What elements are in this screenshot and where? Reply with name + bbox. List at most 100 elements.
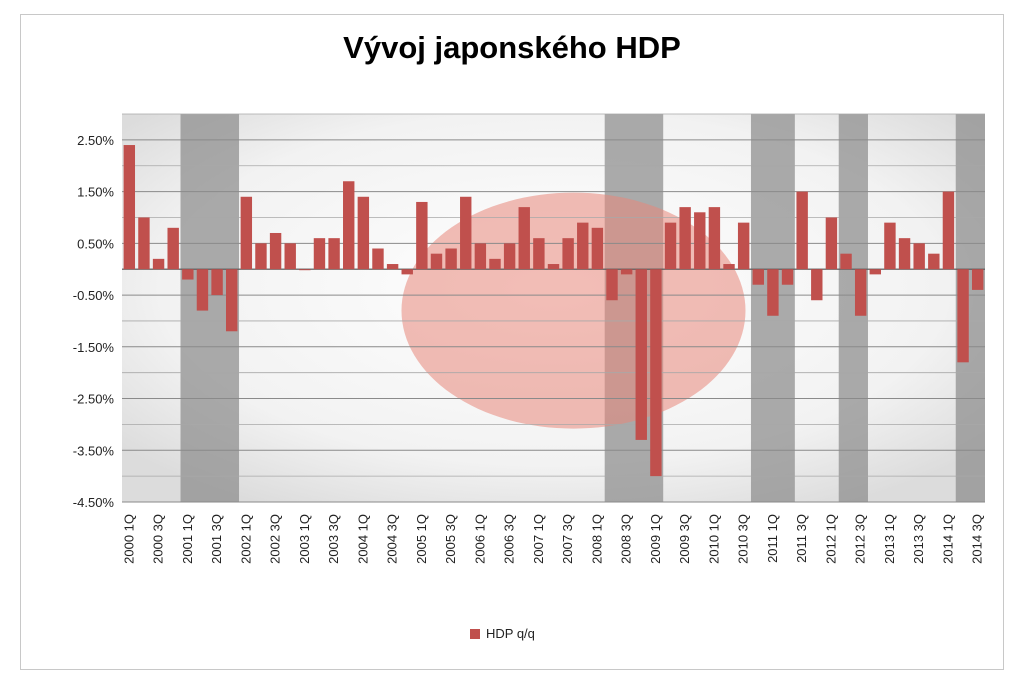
bar-2003-3Q — [328, 238, 340, 270]
bar-2013-4Q — [928, 253, 940, 270]
bar-2013-3Q — [913, 243, 925, 270]
bar-2001-3Q — [211, 269, 223, 296]
bar-2005-1Q — [416, 201, 428, 270]
x-tick-label: 2014 3Q — [970, 514, 985, 564]
legend: HDP q/q — [470, 626, 535, 641]
bar-2012-2Q — [840, 253, 852, 270]
x-tick-label: 2003 3Q — [326, 514, 341, 564]
bar-2010-2Q — [723, 264, 735, 270]
legend-swatch — [470, 628, 480, 639]
bar-2012-3Q — [854, 269, 867, 316]
x-tick-label: 2008 1Q — [589, 514, 604, 564]
x-tick-label: 2001 1Q — [180, 514, 195, 564]
x-tick-label: 2004 1Q — [355, 514, 370, 564]
x-tick-label: 2014 1Q — [940, 514, 955, 564]
bar-2002-4Q — [284, 243, 296, 270]
x-tick-label: 2008 3Q — [619, 514, 634, 564]
bar-2007-4Q — [577, 222, 589, 270]
bar-2003-1Q — [299, 269, 311, 271]
bar-2000-4Q — [167, 227, 179, 270]
bar-2001-2Q — [196, 269, 209, 311]
bar-2008-3Q — [620, 269, 633, 275]
bar-2006-2Q — [489, 258, 501, 270]
bar-2004-4Q — [401, 269, 413, 275]
bar-2012-1Q — [825, 217, 838, 270]
bar-2004-3Q — [386, 264, 399, 270]
bar-2012-4Q — [869, 269, 882, 275]
bar-2009-1Q — [650, 269, 662, 477]
x-axis-ticks: 2000 1Q 2000 3Q 2001 1Q 2001 3Q 2002 1Q 2002 … — [121, 514, 984, 564]
x-tick-label: 2005 1Q — [414, 514, 429, 564]
x-tick-label: 2003 1Q — [297, 514, 312, 564]
y-tick-label: 0.50% — [77, 236, 114, 251]
bar-2014-2Q — [957, 269, 969, 363]
legend-label: HDP q/q — [486, 626, 535, 641]
x-tick-label: 2013 1Q — [882, 514, 897, 564]
x-tick-label: 2009 3Q — [677, 514, 692, 564]
bar-2006-3Q — [503, 243, 516, 270]
x-tick-label: 2009 1Q — [648, 514, 663, 564]
x-tick-label: 2011 3Q — [794, 514, 809, 563]
bar-2000-3Q — [152, 258, 165, 270]
x-tick-label: 2002 1Q — [238, 514, 253, 564]
bar-2005-4Q — [460, 196, 472, 270]
y-tick-label: -1.50% — [73, 340, 115, 355]
bar-2007-1Q — [533, 238, 545, 270]
bar-2003-4Q — [343, 181, 355, 270]
bar-2009-2Q — [664, 222, 677, 270]
x-tick-label: 2000 1Q — [121, 514, 136, 564]
x-tick-label: 2006 3Q — [502, 514, 517, 564]
bar-2001-4Q — [225, 269, 238, 332]
bar-2006-4Q — [518, 207, 530, 270]
bar-2006-1Q — [474, 243, 487, 270]
bars — [123, 145, 984, 477]
x-tick-label: 2007 3Q — [560, 514, 575, 564]
x-tick-label: 2013 3Q — [911, 514, 926, 564]
gridlines — [122, 113, 985, 503]
bar-2004-1Q — [357, 196, 370, 270]
x-tick-label: 2010 1Q — [706, 514, 721, 564]
bar-2002-3Q — [269, 232, 282, 270]
bar-2010-4Q — [752, 269, 764, 285]
bar-2009-3Q — [679, 207, 691, 270]
bar-2003-2Q — [313, 238, 326, 270]
x-tick-label: 2011 1Q — [765, 514, 780, 563]
bar-2002-2Q — [255, 243, 267, 270]
bar-2014-3Q — [971, 269, 984, 290]
x-tick-label: 2012 1Q — [823, 514, 838, 564]
sun-disc — [401, 192, 746, 429]
x-tick-label: 2007 1Q — [531, 514, 546, 564]
x-tick-label: 2004 3Q — [385, 514, 400, 564]
bar-2013-2Q — [898, 238, 911, 270]
bar-2008-4Q — [635, 269, 647, 440]
bar-2007-3Q — [562, 238, 574, 270]
y-axis-ticks: 2.50% 1.50% 0.50% -0.50% -1.50% -2.50% -3.50% -… — [73, 133, 115, 510]
x-tick-label: 2005 3Q — [443, 514, 458, 564]
y-tick-label: -4.50% — [73, 495, 115, 510]
bar-2005-2Q — [430, 253, 443, 270]
bar-2011-2Q — [781, 269, 794, 285]
bar-2010-1Q — [708, 207, 721, 270]
bar-2000-1Q — [123, 145, 136, 270]
y-tick-label: -3.50% — [73, 443, 115, 458]
y-tick-label: 1.50% — [77, 185, 114, 200]
chart-title: Vývoj japonského HDP — [343, 30, 681, 65]
bar-2008-1Q — [591, 227, 604, 270]
bar-2014-1Q — [942, 191, 955, 270]
bar-2010-3Q — [737, 222, 750, 270]
y-tick-label: -0.50% — [73, 288, 115, 303]
bar-2004-2Q — [372, 248, 384, 270]
x-tick-label: 2002 3Q — [268, 514, 283, 564]
bar-2013-1Q — [884, 222, 896, 270]
bar-2009-4Q — [694, 212, 706, 270]
bar-2011-1Q — [767, 269, 779, 316]
background-motif — [401, 192, 746, 429]
y-tick-label: 2.50% — [77, 133, 114, 148]
bar-2001-1Q — [182, 269, 194, 280]
bar-2011-3Q — [796, 191, 808, 270]
bar-2002-1Q — [240, 196, 253, 270]
x-tick-label: 2012 3Q — [853, 514, 868, 564]
x-tick-label: 2001 3Q — [209, 514, 224, 564]
bar-2007-2Q — [547, 264, 560, 270]
